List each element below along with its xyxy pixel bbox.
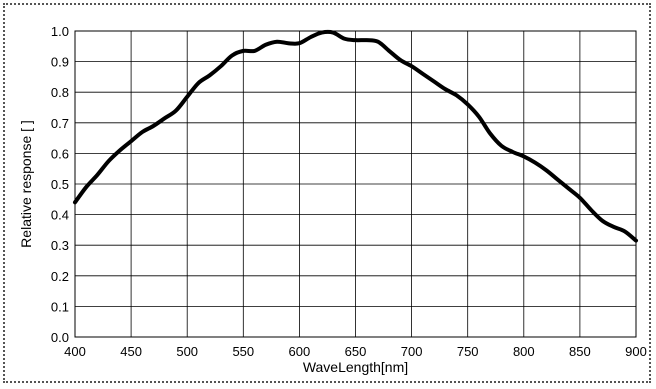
x-tick-label: 850 [569, 344, 591, 359]
dotted-frame [3, 3, 651, 383]
y-tick-label: 0.5 [51, 177, 69, 192]
x-tick-label: 900 [625, 344, 647, 359]
y-tick-label: 0.4 [51, 208, 69, 223]
series-line [73, 29, 638, 243]
plot-area [74, 30, 637, 338]
x-tick-label: 800 [513, 344, 535, 359]
grid [74, 30, 637, 338]
y-axis-label: Relative response [ ] [18, 120, 34, 248]
x-tick-label: 500 [176, 344, 198, 359]
y-tick-label: 1.0 [51, 24, 69, 39]
y-tick-label: 0.9 [51, 55, 69, 70]
x-tick-labels: 400 450 500 550 600 650 700 750 800 850 900 [64, 344, 647, 359]
y-tick-label: 0.2 [51, 269, 69, 284]
y-tick-label: 0.3 [51, 238, 69, 253]
x-tick-label: 450 [120, 344, 142, 359]
x-tick-label: 650 [345, 344, 367, 359]
y-tick-label: 0.8 [51, 85, 69, 100]
x-axis-label: WaveLength[nm] [303, 359, 408, 375]
x-tick-label: 700 [401, 344, 423, 359]
y-tick-label: 0.7 [51, 116, 69, 131]
x-tick-label: 550 [232, 344, 254, 359]
x-tick-label: 600 [289, 344, 311, 359]
x-tick-label: 750 [457, 344, 479, 359]
y-tick-labels: 0.0 0.1 0.2 0.3 0.4 0.5 0.6 0.7 0.8 0.9 1.0 [51, 24, 69, 345]
x-tick-label: 400 [64, 344, 86, 359]
y-tick-label: 0.1 [51, 299, 69, 314]
y-tick-label: 0.6 [51, 146, 69, 161]
y-tick-label: 0.0 [51, 330, 69, 345]
